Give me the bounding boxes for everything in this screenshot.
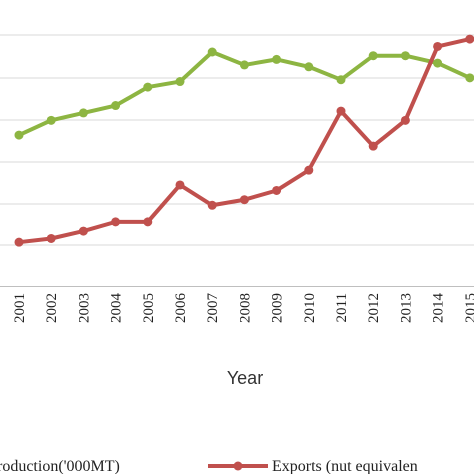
series-production (14, 47, 474, 140)
data-point-production-2003 (78, 108, 88, 118)
data-point-production-2004 (111, 101, 121, 111)
x-tick-label-2009: 2009 (270, 293, 286, 323)
x-tick-label-2012: 2012 (366, 293, 382, 323)
data-point-production-2009 (272, 54, 282, 64)
legend-item-production: roduction('000MT) (0, 458, 120, 474)
x-tick-label-2014: 2014 (431, 293, 447, 324)
x-tick-label-2007: 2007 (205, 293, 221, 324)
legend: roduction('000MT) Exports (nut equivalen (0, 458, 418, 474)
x-axis-tick-labels: 2001 2002 2003 2004 2005 2006 2007 2008 2009 2010… (12, 293, 474, 324)
x-tick-label-2005: 2005 (141, 293, 157, 323)
data-point-exports-2006 (175, 180, 185, 190)
legend-label-exports: Exports (nut equivalen (272, 458, 418, 474)
data-point-exports-2003 (78, 226, 88, 236)
data-point-production-2007 (207, 47, 217, 57)
data-point-production-2014 (433, 58, 443, 68)
x-tick-label-2008: 2008 (237, 293, 253, 323)
data-point-production-2015 (465, 73, 474, 83)
data-point-exports-2013 (400, 115, 410, 125)
data-point-exports-2015 (465, 34, 474, 44)
data-point-production-2001 (14, 130, 24, 140)
x-tick-label-2013: 2013 (398, 293, 414, 323)
x-tick-label-2011: 2011 (334, 293, 350, 322)
x-tick-label-2010: 2010 (302, 293, 318, 323)
x-axis-title: Year (227, 368, 263, 388)
x-tick-label-2015: 2015 (463, 293, 474, 323)
x-tick-label-2006: 2006 (173, 293, 189, 324)
x-tick-label-2004: 2004 (109, 293, 125, 324)
data-point-exports-2014 (433, 41, 443, 51)
x-tick-label-2001: 2001 (12, 293, 28, 323)
data-point-exports-2011 (336, 106, 346, 116)
data-point-production-2002 (46, 115, 56, 125)
data-point-exports-2008 (239, 195, 249, 205)
data-point-exports-2007 (207, 200, 217, 210)
series-line-exports (17, 37, 472, 245)
data-point-production-2010 (304, 62, 314, 72)
data-point-production-2011 (336, 75, 346, 85)
data-point-production-2013 (400, 51, 410, 61)
data-point-production-2008 (239, 60, 249, 70)
data-point-exports-2004 (111, 217, 121, 227)
series-exports (14, 34, 474, 247)
data-point-exports-2009 (272, 185, 282, 195)
gridlines (0, 34, 474, 287)
data-point-exports-2005 (143, 217, 153, 227)
x-tick-label-2003: 2003 (76, 293, 92, 323)
x-tick-label-2002: 2002 (44, 293, 60, 323)
data-point-exports-2010 (304, 165, 314, 175)
data-point-production-2012 (368, 51, 378, 61)
data-point-production-2006 (175, 77, 185, 87)
data-point-exports-2012 (368, 141, 378, 151)
legend-marker-exports (233, 461, 243, 471)
data-point-exports-2002 (46, 233, 56, 243)
legend-label-production: roduction('000MT) (0, 458, 120, 474)
data-point-exports-2001 (14, 237, 24, 247)
data-point-production-2005 (143, 82, 153, 92)
legend-item-exports: Exports (nut equivalen (208, 458, 418, 474)
